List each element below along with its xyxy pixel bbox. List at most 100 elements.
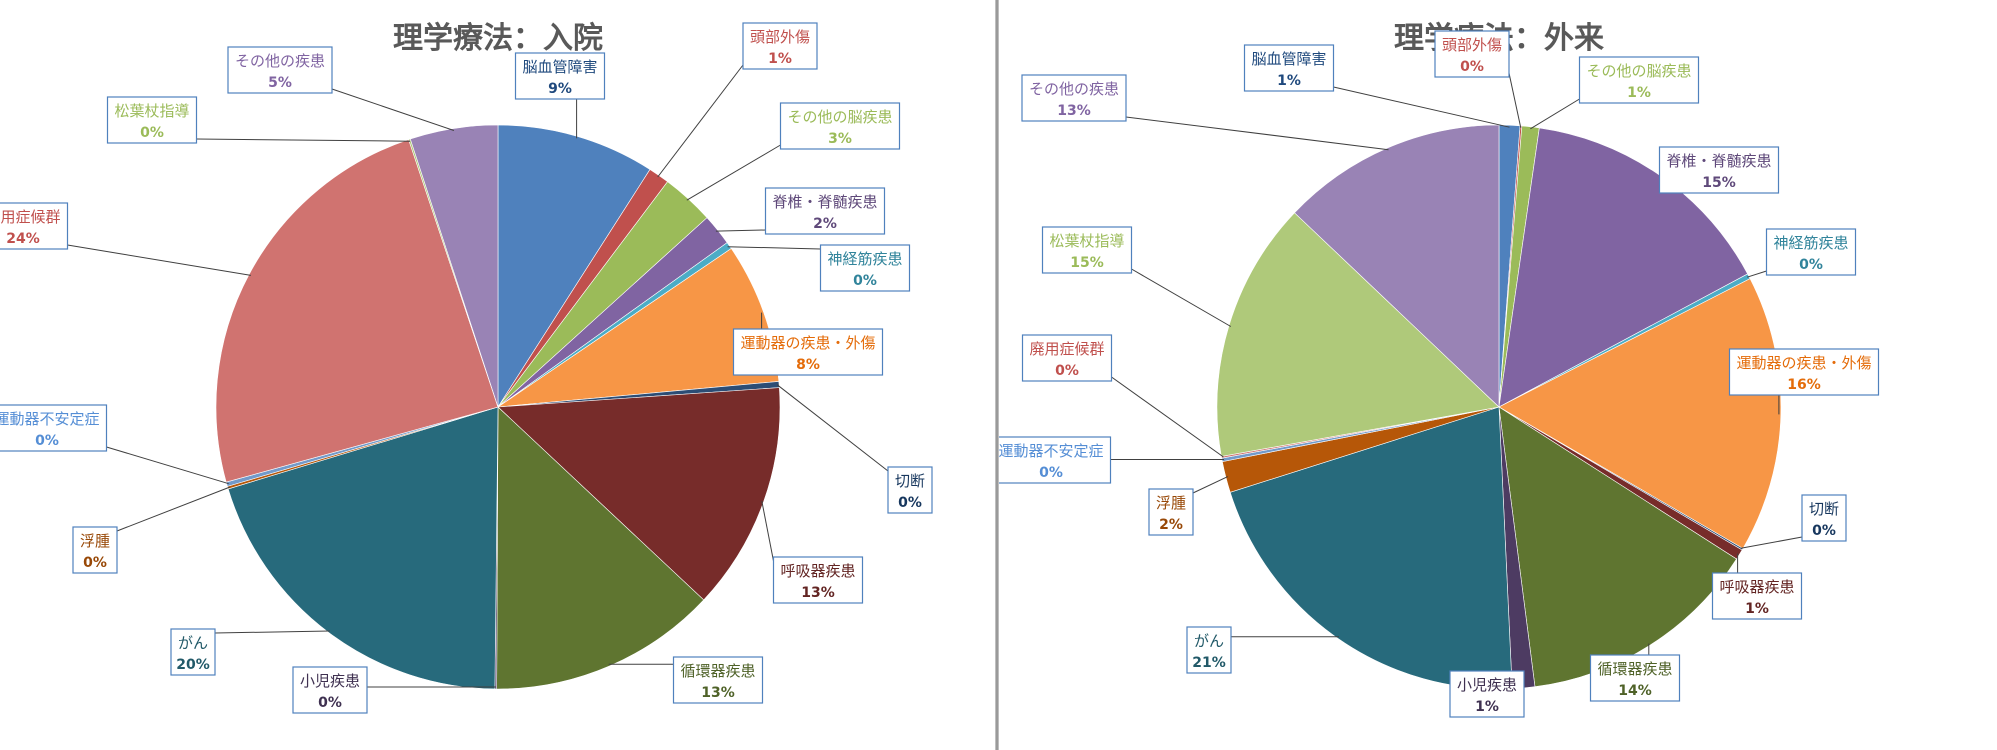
label-slice-9: 小児疾患 1% xyxy=(1449,670,1525,718)
leader-line-slice-13 xyxy=(67,244,251,276)
label-box xyxy=(887,466,933,514)
label-slice-1: 頭部外傷 0% xyxy=(1434,30,1510,78)
leader-line-slice-11 xyxy=(1192,476,1229,494)
chart-panel-outpatient: 理学療法：外来 脳血管障害1%頭部外傷0%その他の脳疾患1%脊椎・脊髄疾患15%… xyxy=(998,0,1997,750)
label-box xyxy=(732,328,884,376)
slice-percent-label: 24% xyxy=(6,231,40,247)
label-slice-14: 松葉杖指導 15% xyxy=(1041,226,1133,274)
leader-line-slice-14 xyxy=(196,138,411,142)
label-slice-14: 松葉杖指導 0% xyxy=(106,96,198,144)
slice-name-label: 循環器疾患 xyxy=(680,662,755,680)
leader-line-slice-4 xyxy=(727,246,821,250)
slice-name-label: 呼吸器疾患 xyxy=(1719,578,1794,596)
label-slice-6: 切断 0% xyxy=(887,466,933,514)
label-slice-4: 神経筋疾患 0% xyxy=(819,244,911,292)
slice-name-label: 廃用症候群 xyxy=(1029,340,1104,358)
pie-chart-inpatient: 理学療法：入院 脳血管障害 9% 頭部外傷 1% その他の脳疾患 3% 脊椎・脊髄疾患 2% 神… xyxy=(0,21,933,714)
label-box xyxy=(779,102,901,150)
slice-percent-label: 1% xyxy=(1745,601,1769,617)
leader-line-slice-1 xyxy=(657,64,744,178)
slice-name-label: 小児疾患 xyxy=(1457,676,1517,694)
label-slice-7: 呼吸器疾患 13% xyxy=(772,556,864,604)
slice-percent-label: 15% xyxy=(1070,255,1104,271)
label-box xyxy=(514,52,606,100)
leader-line-slice-2 xyxy=(686,144,781,201)
slice-percent-label: 0% xyxy=(1799,257,1823,273)
slice-name-label: 廃用症候群 xyxy=(0,208,61,226)
slice-name-label: 浮腫 xyxy=(80,532,110,550)
label-slice-7: 呼吸器疾患 1% xyxy=(1711,572,1803,620)
label-box xyxy=(1711,572,1803,620)
slice-name-label: その他の脳疾患 xyxy=(1586,62,1691,80)
slice-name-label: その他の脳疾患 xyxy=(787,108,892,126)
slice-percent-label: 15% xyxy=(1702,175,1736,191)
chart-title: 理学療法：入院 xyxy=(393,21,603,56)
pie-slice-13 xyxy=(215,139,499,483)
slice-name-label: 神経筋疾患 xyxy=(1773,234,1848,252)
slice-name-label: 神経筋疾患 xyxy=(827,250,902,268)
pie-slice-15 xyxy=(409,124,499,408)
slice-percent-label: 1% xyxy=(1277,73,1301,89)
label-box xyxy=(170,628,216,676)
label-slice-8: 循環器疾患 13% xyxy=(672,656,764,704)
label-box xyxy=(292,666,368,714)
leader-line-slice-12 xyxy=(106,446,229,485)
slice-percent-label: 5% xyxy=(268,75,292,91)
label-slice-3: 脊椎・脊髄疾患 2% xyxy=(764,187,886,235)
leader-line-slice-4 xyxy=(1746,270,1767,278)
label-slice-6: 切断 0% xyxy=(1801,494,1847,542)
label-box xyxy=(1589,654,1681,702)
slice-name-label: 松葉杖指導 xyxy=(1049,232,1124,250)
slice-percent-label: 3% xyxy=(828,131,852,147)
leader-line-slice-6 xyxy=(776,384,889,472)
label-box xyxy=(1041,226,1133,274)
leader-line-slice-3 xyxy=(715,229,766,232)
leader-line-slice-15 xyxy=(1125,116,1389,151)
label-box xyxy=(227,46,333,94)
label-slice-13: 廃用症候群 0% xyxy=(1021,334,1113,382)
pie-slice-0 xyxy=(497,124,651,409)
leader-line-slice-0 xyxy=(1333,86,1510,128)
slice-name-label: がん xyxy=(1194,632,1224,650)
slice-name-label: 運動器不安定症 xyxy=(0,410,100,428)
label-slice-1: 頭部外傷 1% xyxy=(742,22,818,70)
slice-percent-label: 14% xyxy=(1618,683,1652,699)
label-slice-2: その他の脳疾患 1% xyxy=(1578,56,1700,104)
slice-percent-label: 21% xyxy=(1192,655,1226,671)
slice-percent-label: 0% xyxy=(1055,363,1079,379)
slice-name-label: 切断 xyxy=(895,472,925,490)
label-box xyxy=(742,22,818,70)
slice-percent-label: 2% xyxy=(813,216,837,232)
label-box xyxy=(0,404,108,452)
pie-slices xyxy=(1216,124,1782,690)
label-box xyxy=(1578,56,1700,104)
pie-slice-10 xyxy=(227,406,499,690)
label-slice-0: 脳血管障害 1% xyxy=(1243,44,1335,92)
label-box xyxy=(0,202,69,250)
slice-name-label: 頭部外傷 xyxy=(1442,36,1502,54)
slice-name-label: 切断 xyxy=(1809,500,1839,518)
label-box xyxy=(764,187,886,235)
label-slice-5: 運動器の疾患・外傷 16% xyxy=(1728,348,1880,396)
slice-percent-label: 1% xyxy=(768,51,792,67)
slice-name-label: 小児疾患 xyxy=(300,672,360,690)
slice-name-label: その他の疾患 xyxy=(1029,80,1119,98)
slice-name-label: 循環器疾患 xyxy=(1597,660,1672,678)
label-slice-10: がん 20% xyxy=(170,628,216,676)
slice-percent-label: 13% xyxy=(801,585,835,601)
label-box xyxy=(1801,494,1847,542)
leader-line-slice-11 xyxy=(116,486,230,532)
pie-slice-7 xyxy=(497,387,781,601)
leader-lines xyxy=(67,64,889,688)
slice-name-label: その他の疾患 xyxy=(235,52,325,70)
label-box xyxy=(72,526,118,574)
label-box xyxy=(1728,348,1880,396)
label-slice-15: その他の疾患 5% xyxy=(227,46,333,94)
label-slice-12: 運動器不安定症 0% xyxy=(999,436,1112,484)
slice-percent-label: 13% xyxy=(701,685,735,701)
label-slice-2: その他の脳疾患 3% xyxy=(779,102,901,150)
leader-line-slice-7 xyxy=(761,500,774,562)
slice-name-label: 頭部外傷 xyxy=(750,28,810,46)
label-box xyxy=(1243,44,1335,92)
